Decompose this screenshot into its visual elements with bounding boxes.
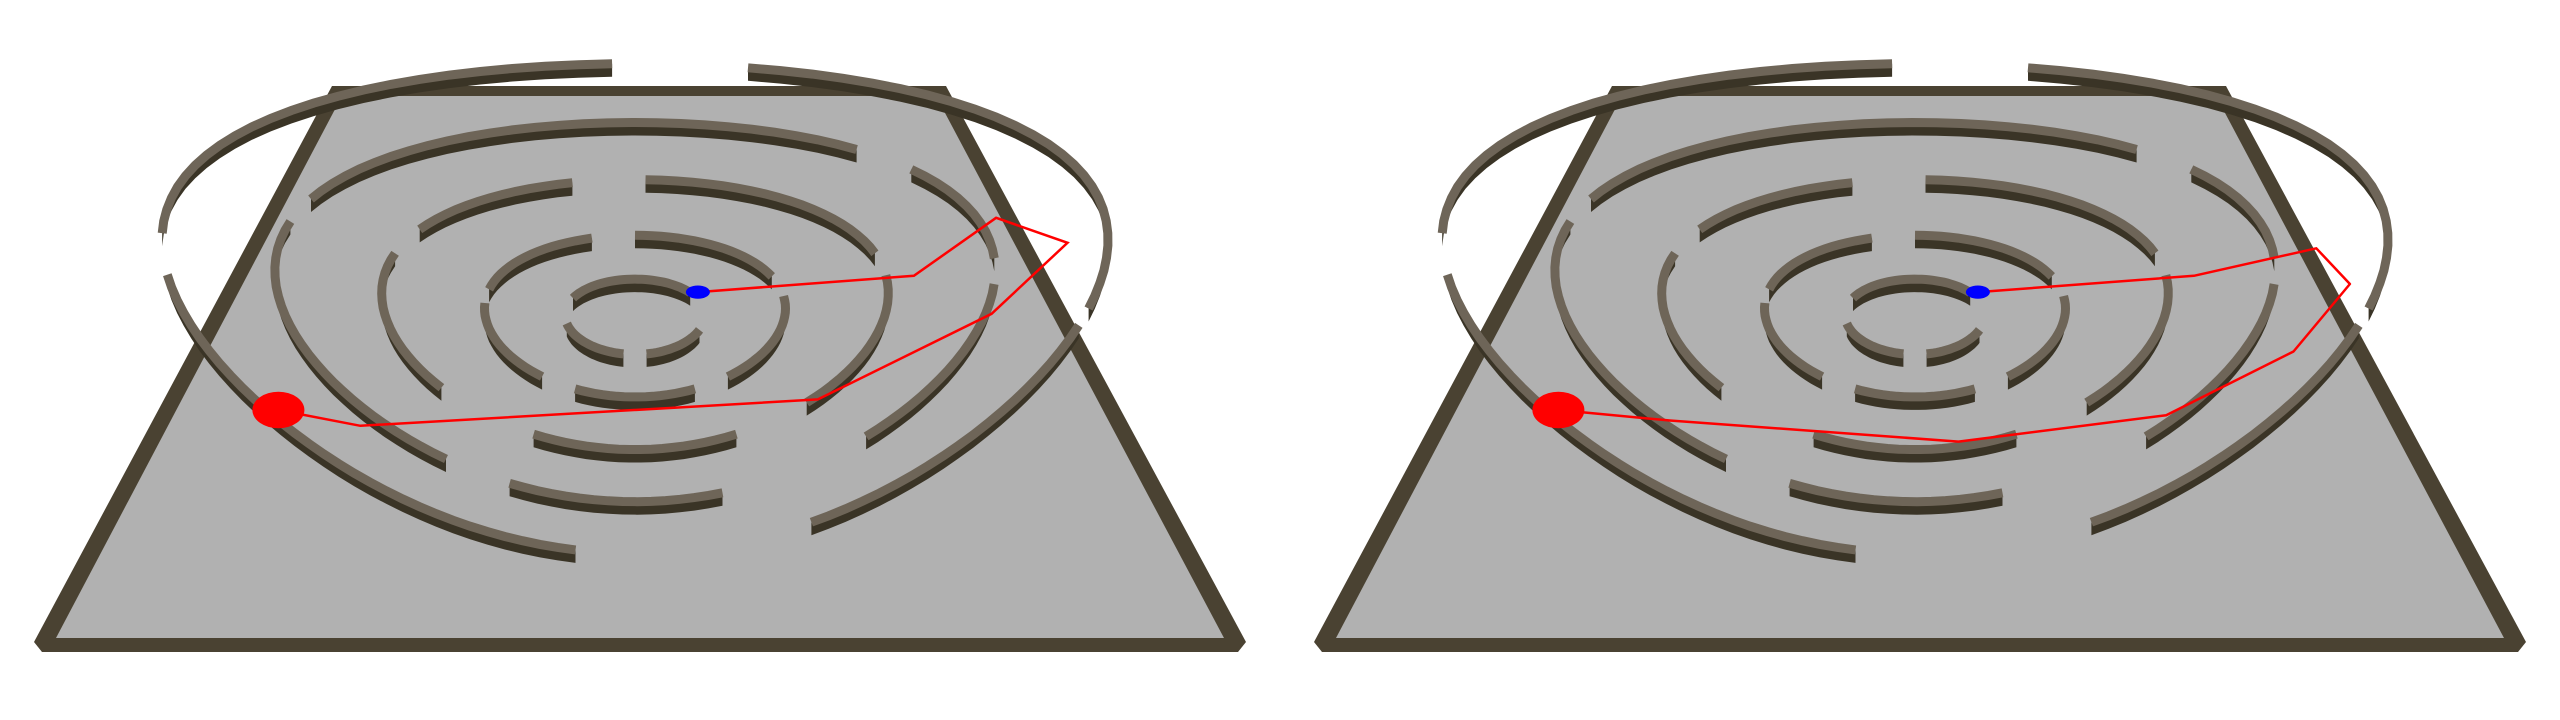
inner-ring-wall-a (569, 274, 693, 302)
maze-board (34, 86, 1246, 652)
ring-2-wall-e (1550, 219, 1728, 464)
ring-2-wall-a (1588, 117, 2138, 203)
inner-ring-wall-c (562, 321, 624, 359)
ring-3-wall-c (804, 274, 893, 407)
ring-3-wall-d-side (1813, 434, 2017, 463)
ring-4-wall-b (1914, 230, 2055, 280)
ring-4-wall-e (1759, 302, 1825, 381)
ring-3-wall-a-side (1699, 182, 1853, 243)
ring-2-wall-d-side (509, 483, 723, 515)
ring-4-wall-c (725, 294, 791, 381)
ring-4-wall-a (485, 233, 593, 292)
ring-3-wall-d (1812, 429, 2018, 454)
outer-ring-wall-a (157, 59, 613, 234)
right-maze-panel (1314, 59, 2526, 652)
ring-4-wall-a (1765, 233, 1873, 292)
board-floor (1336, 96, 2504, 638)
ring-2-wall-b (909, 165, 999, 260)
ring-3-wall-e (377, 250, 445, 392)
ring-4-wall-a-side (1769, 238, 1872, 303)
maze-walls (1437, 59, 2393, 563)
goal-marker (1965, 285, 1990, 299)
ring-4-wall-c (2005, 294, 2071, 381)
ring-2-wall-d (508, 478, 724, 507)
ring-2-wall-c (2143, 283, 2279, 441)
outer-ring-wall-b (747, 63, 1113, 311)
solution-path (1558, 247, 2352, 443)
outer-ring-wall-d (1443, 273, 1857, 555)
left-maze-panel (34, 59, 1246, 652)
solution-path (278, 216, 1070, 428)
maze-board (1314, 86, 2526, 652)
outer-ring-wall-c (2089, 322, 2363, 527)
ring-4-wall-a-side (489, 238, 592, 303)
outer-ring-wall-a (1437, 59, 1893, 234)
ring-3-wall-c (2084, 274, 2173, 407)
ring-3-wall-e (1657, 250, 1725, 392)
ring-2-wall-d (1788, 478, 2004, 507)
ring-2-wall-b (2189, 165, 2279, 260)
ring-2-wall-e (270, 219, 448, 464)
ring-2-wall-c (863, 283, 999, 441)
ring-4-wall-b-side (635, 235, 772, 290)
ring-4-wall-b (634, 230, 775, 280)
outer-ring-wall-d (163, 273, 577, 555)
ring-3-wall-b (1925, 175, 2159, 257)
inner-ring-wall-b (1926, 327, 1984, 359)
outer-ring-wall-c (809, 322, 1083, 527)
start-marker (252, 391, 305, 429)
ring-3-wall-d (532, 429, 738, 454)
ring-3-wall-a (1697, 178, 1853, 234)
ring-4-wall-b-side (1915, 235, 2052, 290)
ring-3-wall-a-side (419, 182, 573, 243)
ring-3-wall-a (417, 178, 573, 234)
outer-ring-wall-b (2027, 63, 2393, 311)
maze-walls (157, 59, 1113, 563)
start-marker (1532, 391, 1585, 429)
inner-ring-wall-a (1849, 274, 1973, 302)
board-floor (56, 96, 1224, 638)
ring-3-wall-b (645, 175, 879, 257)
goal-marker (685, 285, 710, 299)
ring-4-wall-d (1853, 384, 1977, 402)
ring-4-wall-d (573, 384, 697, 402)
ring-2-wall-d-side (1789, 483, 2003, 515)
ring-3-wall-d-side (533, 434, 737, 463)
ring-4-wall-e (479, 302, 545, 381)
ring-2-wall-a (308, 117, 858, 203)
inner-ring-wall-c (1842, 321, 1904, 359)
inner-ring-wall-b (646, 327, 704, 359)
